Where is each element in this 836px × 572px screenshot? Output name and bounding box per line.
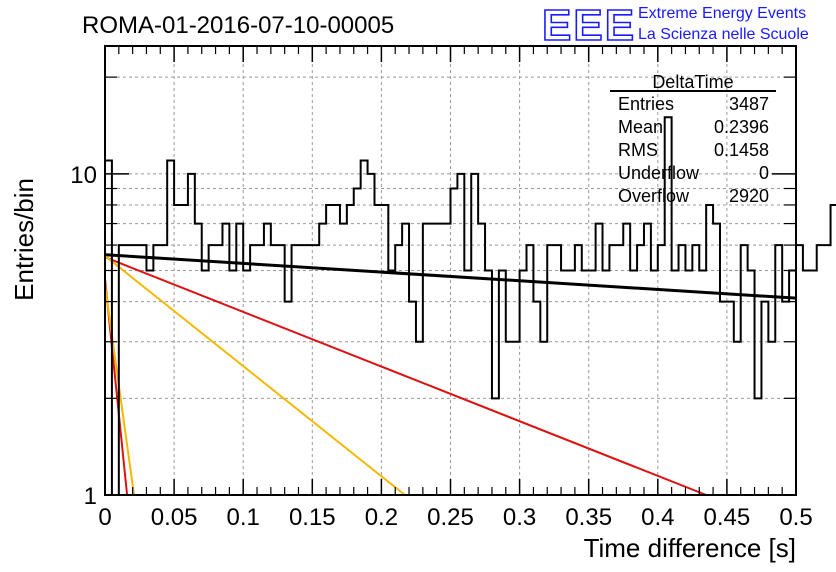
x-tick-label: 0.15	[289, 504, 336, 531]
stats-value: 2920	[729, 186, 769, 206]
y-tick-label: 10	[70, 162, 97, 189]
run-title: ROMA-01-2016-07-10-00005	[82, 12, 394, 39]
stats-title: DeltaTime	[652, 72, 733, 92]
x-tick-label: 0.2	[365, 504, 398, 531]
stats-label: RMS	[618, 140, 658, 160]
x-tick-label: 0.5	[779, 504, 812, 531]
axis-ticks	[104, 46, 797, 496]
x-tick-label: 0.35	[565, 504, 612, 531]
x-tick-label: 0.3	[503, 504, 536, 531]
stats-box: DeltaTime Entries 3487 Mean 0.2396 RMS 0.1458…	[610, 72, 776, 206]
y-tick-label: 1	[84, 483, 97, 510]
fit-line-red	[104, 256, 707, 496]
fit-curves	[104, 253, 797, 496]
stats-value: 0.2396	[714, 117, 769, 137]
x-axis-title: Time difference [s]	[584, 533, 796, 563]
x-tick-label: 0.4	[641, 504, 674, 531]
eee-logo: EEE	[542, 1, 636, 50]
x-tick-label: 0	[98, 504, 111, 531]
stats-label: Underflow	[618, 163, 700, 183]
y-axis-title: Entries/bin	[9, 178, 39, 301]
stats-value: 0	[759, 163, 769, 183]
stats-label: Mean	[618, 117, 663, 137]
fit-line-black	[104, 253, 797, 300]
x-tick-label: 0.45	[704, 504, 751, 531]
x-tick-label: 0.1	[227, 504, 260, 531]
stats-label: Entries	[618, 94, 674, 114]
stats-value: 3487	[729, 94, 769, 114]
x-tick-label: 0.25	[427, 504, 474, 531]
x-tick-labels: 0 0.05 0.1 0.15 0.2 0.25 0.3 0.35 0.4 0.45 0.5	[98, 504, 812, 531]
logo-line-1: Extreme Energy Events	[638, 5, 806, 22]
fit-line-orange	[104, 255, 406, 496]
y-tick-labels: 1 10	[70, 162, 97, 510]
logo-line-2: La Scienza nelle Scuole	[638, 26, 809, 43]
stats-value: 0.1458	[714, 140, 769, 160]
stats-label: Overflow	[618, 186, 690, 206]
stats-rows: Entries 3487 Mean 0.2396 RMS 0.1458 Underflow 0…	[618, 94, 769, 206]
x-tick-label: 0.05	[151, 504, 198, 531]
